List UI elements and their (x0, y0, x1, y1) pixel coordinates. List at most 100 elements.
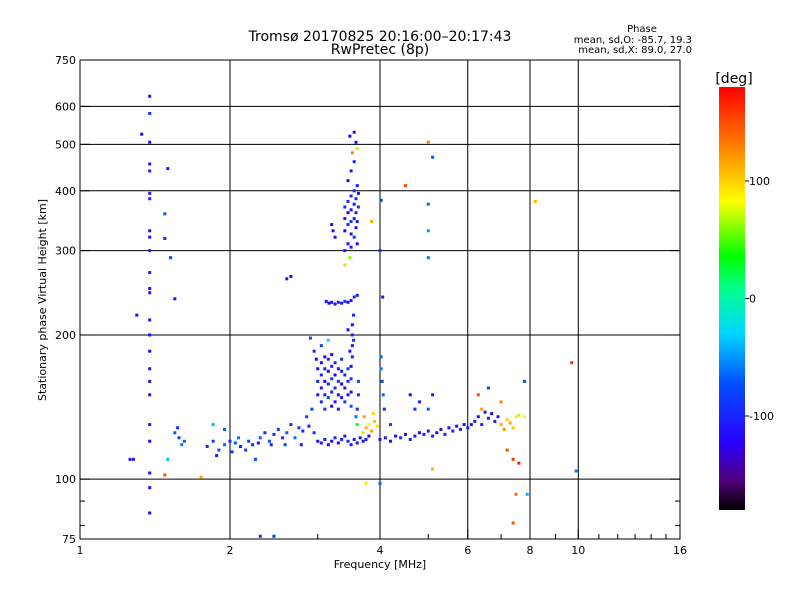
data-point (480, 407, 484, 411)
data-point (514, 492, 518, 496)
data-point (176, 426, 180, 430)
data-point (272, 534, 276, 538)
data-point (355, 441, 359, 445)
data-point (349, 245, 353, 249)
data-point (378, 481, 382, 485)
data-point (163, 212, 167, 216)
data-point (148, 229, 152, 233)
data-point (350, 323, 354, 327)
data-point (326, 357, 330, 361)
data-point (228, 439, 232, 443)
data-point (349, 232, 353, 236)
data-point (343, 400, 347, 404)
data-point (574, 469, 578, 473)
data-point (314, 357, 318, 361)
data-point (439, 427, 443, 431)
data-point (352, 295, 356, 299)
data-point (356, 191, 360, 195)
data-point (435, 431, 439, 435)
data-point (323, 379, 327, 383)
data-point (333, 436, 337, 440)
data-point (293, 436, 297, 440)
data-point (148, 162, 152, 166)
data-point (289, 274, 293, 278)
data-point (511, 521, 515, 525)
data-point (352, 338, 356, 342)
data-point (239, 444, 243, 448)
data-point (336, 367, 340, 371)
data-point (333, 235, 337, 239)
data-point (346, 367, 350, 371)
data-point (352, 235, 356, 239)
data-point (324, 299, 328, 303)
stats-x-mode: mean, sd,X: 89.0, 27.0 (578, 45, 692, 56)
data-point (352, 313, 356, 317)
data-point (343, 263, 347, 267)
data-point (148, 423, 152, 427)
data-point (258, 436, 262, 440)
data-point (517, 461, 521, 465)
data-point (177, 436, 181, 440)
colorbar-tick-label: 0 (749, 293, 756, 306)
data-point (169, 256, 173, 260)
data-point (469, 423, 473, 427)
data-point (350, 151, 354, 155)
data-point (525, 492, 529, 496)
y-tick-label: 500 (55, 138, 76, 151)
data-point (326, 382, 330, 386)
data-point (340, 438, 344, 442)
data-point (352, 130, 356, 134)
data-point (483, 410, 487, 414)
data-point (403, 184, 407, 188)
data-point (330, 439, 334, 443)
data-point (312, 431, 316, 435)
data-point (350, 355, 354, 359)
data-point (319, 361, 323, 365)
data-point (343, 217, 347, 221)
data-point (289, 423, 293, 427)
chart-subtitle: RwPretec (8p) (331, 42, 429, 58)
data-point (355, 293, 359, 297)
data-point (283, 443, 287, 447)
y-tick-label: 400 (55, 185, 76, 198)
data-point (358, 436, 362, 440)
data-point (343, 205, 347, 209)
data-point (364, 426, 368, 430)
data-point (251, 443, 255, 447)
data-point (244, 448, 248, 452)
data-point (458, 427, 462, 431)
data-point (356, 393, 360, 397)
data-point (230, 450, 234, 454)
data-point (299, 443, 303, 447)
data-point (148, 287, 152, 291)
data-point (148, 349, 152, 353)
data-point (476, 415, 480, 419)
data-point (370, 429, 374, 433)
data-point (316, 393, 320, 397)
data-point (426, 407, 430, 411)
data-point (352, 217, 356, 221)
colorbar-tick-label: -100 (749, 410, 774, 423)
data-point (378, 249, 382, 253)
data-point (340, 369, 344, 373)
data-point (499, 400, 503, 404)
data-point (285, 277, 289, 281)
data-point (326, 338, 330, 342)
data-point (215, 454, 219, 458)
data-point (367, 423, 371, 427)
grid-lines (80, 60, 680, 539)
data-point (148, 393, 152, 397)
data-point (349, 443, 353, 447)
data-point (343, 373, 347, 377)
data-point (352, 189, 356, 193)
data-point (330, 353, 334, 357)
data-point (331, 229, 335, 233)
data-point (323, 355, 327, 359)
y-tick-label: 200 (55, 329, 76, 342)
data-point (148, 318, 152, 322)
data-point (350, 344, 354, 348)
data-point (148, 191, 152, 195)
x-tick-label: 16 (673, 544, 687, 557)
data-point (269, 443, 273, 447)
data-points (128, 94, 578, 538)
